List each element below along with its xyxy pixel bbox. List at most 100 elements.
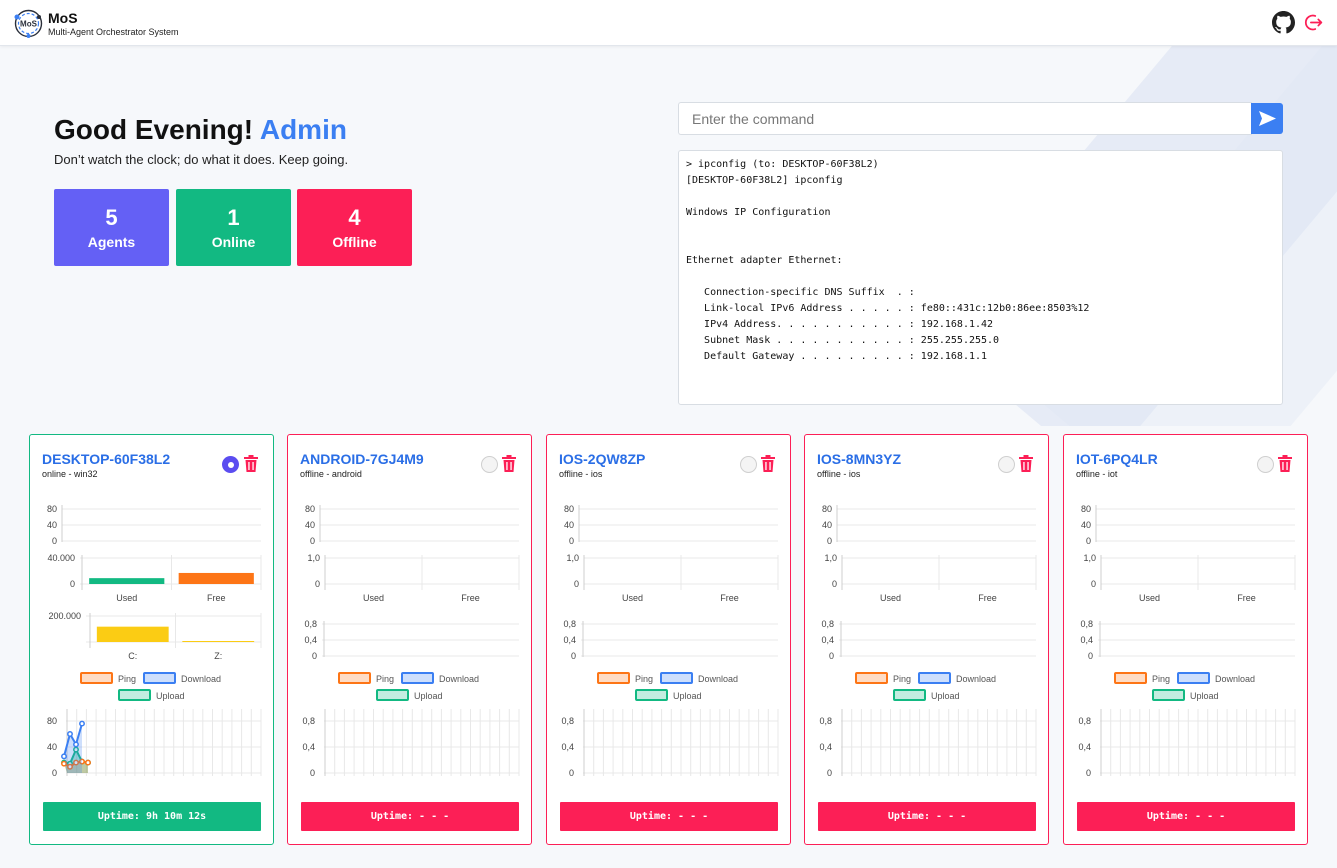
legend-swatch	[376, 689, 409, 701]
agent-select-radio[interactable]	[222, 456, 239, 473]
axis-tick-label: 80	[1081, 504, 1091, 514]
agent-charts: 80 40 0 1,0 0 Used Free 0,8 0,4 0 Ping Download Uplo…	[561, 504, 779, 778]
delete-agent-icon[interactable]	[244, 455, 258, 472]
network-point	[73, 746, 79, 753]
axis-tick-label: 0	[1091, 579, 1096, 589]
agent-card: 80 40 0 1,0 0 Used Free 0,8 0,4 0 Ping Download Uplo…	[546, 434, 791, 845]
axis-tick-label: 0	[1088, 651, 1093, 661]
agent-uptime: Uptime: - - -	[301, 802, 519, 831]
axis-tick-label: 0	[569, 768, 574, 778]
agent-charts: 80 40 0 1,0 0 Used Free 0,8 0,4 0 Ping Download Uplo…	[1078, 504, 1296, 778]
axis-tick-label: 80	[47, 716, 57, 726]
axis-tick-label: 0	[574, 579, 579, 589]
network-point	[61, 760, 67, 767]
axis-tick-label: 0	[1086, 536, 1091, 546]
agent-name[interactable]: ANDROID-7GJ4M9	[300, 451, 424, 467]
send-command-button[interactable]	[1251, 103, 1283, 134]
github-icon[interactable]	[1272, 11, 1295, 34]
network-point	[61, 753, 67, 760]
axis-tick-label: 80	[564, 504, 574, 514]
axis-tick-label: 0,8	[1080, 619, 1093, 629]
axis-tick-label: 0	[310, 536, 315, 546]
memory-category-label: Free	[720, 593, 739, 603]
delete-agent-icon[interactable]	[1019, 455, 1033, 472]
network-point	[79, 720, 85, 727]
axis-tick-label: 0	[827, 536, 832, 546]
stat-agents: 5 Agents	[54, 189, 169, 266]
axis-tick-label: 1,0	[1083, 553, 1096, 563]
axis-tick-label: 40.000	[47, 553, 75, 563]
legend-label-download: Download	[181, 674, 221, 684]
agent-select-radio[interactable]	[1257, 456, 1274, 473]
agent-select-radio[interactable]	[998, 456, 1015, 473]
network-point	[85, 759, 91, 766]
legend-swatch	[143, 672, 176, 684]
motivational-quote: Don’t watch the clock; do what it does. …	[54, 152, 349, 167]
agent-uptime: Uptime: - - -	[818, 802, 1036, 831]
legend-label-download: Download	[698, 674, 738, 684]
top-bar: MoS MoS Multi-Agent Orchestrator System	[0, 0, 1337, 46]
axis-tick-label: 200.000	[48, 611, 81, 621]
axis-tick-label: 0,4	[304, 635, 317, 645]
command-input[interactable]	[678, 102, 1252, 135]
axis-tick-label: 0	[832, 579, 837, 589]
memory-category-label: Used	[880, 593, 901, 603]
legend-label-upload: Upload	[931, 691, 960, 701]
greeting-user: Admin	[259, 114, 347, 145]
agent-name[interactable]: DESKTOP-60F38L2	[42, 451, 171, 467]
agent-name[interactable]: IOS-2QW8ZP	[559, 451, 646, 467]
legend-label-upload: Upload	[1190, 691, 1219, 701]
agent-select-radio[interactable]	[740, 456, 757, 473]
legend-swatch	[118, 689, 151, 701]
axis-tick-label: 0,8	[563, 619, 576, 629]
legend-label-upload: Upload	[414, 691, 443, 701]
axis-tick-label: 0,8	[561, 716, 574, 726]
legend-swatch	[918, 672, 951, 684]
legend-swatch	[1177, 672, 1210, 684]
stat-agents-value: 5	[105, 205, 118, 230]
axis-tick-label: 0,4	[821, 635, 834, 645]
agent-name[interactable]: IOS-8MN3YZ	[817, 451, 902, 467]
axis-tick-label: 0	[310, 768, 315, 778]
network-point	[73, 741, 79, 748]
axis-tick-label: 0	[52, 768, 57, 778]
axis-tick-label: 0,8	[302, 716, 315, 726]
legend-label-ping: Ping	[376, 674, 394, 684]
axis-tick-label: 40	[1081, 520, 1091, 530]
axis-tick-label: 0	[1086, 768, 1091, 778]
logout-icon[interactable]	[1303, 12, 1324, 33]
logo-text: MoS	[20, 20, 38, 29]
delete-agent-icon[interactable]	[761, 455, 775, 472]
legend-swatch	[1114, 672, 1147, 684]
axis-tick-label: 0,4	[563, 635, 576, 645]
legend-swatch	[401, 672, 434, 684]
agent-select-radio[interactable]	[481, 456, 498, 473]
app-name: MoS	[48, 10, 78, 26]
axis-tick-label: 0	[70, 579, 75, 589]
network-point	[79, 758, 85, 765]
agent-status-line: offline - ios	[559, 469, 603, 479]
legend-label-upload: Upload	[673, 691, 702, 701]
legend-swatch	[635, 689, 668, 701]
network-point	[73, 759, 79, 766]
memory-category-label: Free	[461, 593, 480, 603]
agent-name[interactable]: IOT-6PQ4LR	[1076, 451, 1158, 467]
axis-tick-label: 80	[47, 504, 57, 514]
axis-tick-label: 0	[315, 579, 320, 589]
axis-tick-label: 0,4	[302, 742, 315, 752]
legend-swatch	[660, 672, 693, 684]
axis-tick-label: 0	[829, 651, 834, 661]
disk-category-label: C:	[128, 651, 137, 661]
axis-tick-label: 40	[305, 520, 315, 530]
stat-offline-label: Offline	[332, 234, 377, 250]
delete-agent-icon[interactable]	[502, 455, 516, 472]
stat-online-value: 1	[227, 205, 240, 230]
agent-charts: 80 40 0 1,0 0 Used Free 0,8 0,4 0 Ping Download Uplo…	[819, 504, 1037, 778]
axis-tick-label: 0,4	[1080, 635, 1093, 645]
delete-agent-icon[interactable]	[1278, 455, 1292, 472]
stat-offline: 4 Offline	[297, 189, 412, 266]
legend-label-ping: Ping	[893, 674, 911, 684]
axis-tick-label: 40	[47, 520, 57, 530]
memory-bar	[89, 578, 165, 584]
axis-tick-label: 0,4	[561, 742, 574, 752]
